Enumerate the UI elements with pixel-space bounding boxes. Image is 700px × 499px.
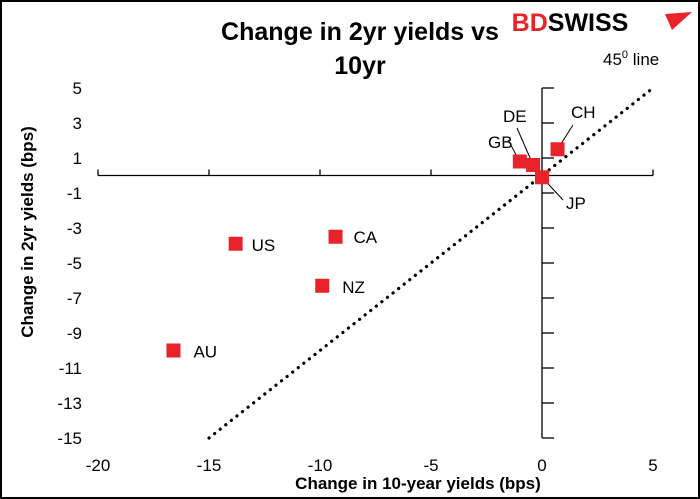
logo-swiss: SWISS — [548, 9, 629, 37]
data-label-gb: GB — [488, 133, 513, 152]
x-axis-label: Change in 10-year yields (bps) — [295, 474, 541, 493]
data-point-ch — [550, 142, 565, 157]
svg-text:BDSWISS: BDSWISS — [512, 9, 629, 37]
chart-title-line1: Change in 2yr yields vs — [221, 18, 499, 46]
data-label-us: US — [252, 236, 276, 255]
y-tick-label: -11 — [59, 359, 82, 378]
data-label-de: DE — [503, 107, 527, 126]
data-label-jp: JP — [566, 194, 586, 213]
data-point-gb — [512, 154, 527, 169]
data-point-de — [526, 158, 541, 172]
data-label-ch: CH — [571, 103, 596, 122]
y-tick-label: -9 — [67, 324, 82, 343]
y-tick-label: -5 — [67, 254, 82, 273]
y-axis-label: Change in 2yr yields (bps) — [18, 126, 37, 338]
x-tick-label: 5 — [648, 456, 657, 475]
logo-flag-icon — [665, 12, 692, 30]
y-tick-label: -1 — [67, 184, 82, 203]
data-point-us — [228, 236, 243, 251]
x-tick-label: 0 — [537, 456, 546, 475]
y-tick-label: -3 — [67, 219, 82, 238]
reference-line-45deg — [207, 86, 655, 440]
data-point-au — [166, 343, 181, 358]
y-tick-label: 3 — [73, 114, 82, 133]
x-tick-label: -10 — [308, 456, 333, 475]
x-tick-label: -20 — [86, 456, 111, 475]
y-tick-label: 5 — [73, 79, 82, 98]
y-tick-label: -13 — [57, 394, 82, 413]
data-point-nz — [315, 278, 330, 293]
x-tick-label: -5 — [423, 456, 438, 475]
data-label-au: AU — [193, 343, 217, 362]
data-label-nz: NZ — [342, 278, 365, 297]
y-tick-label: 1 — [73, 149, 82, 168]
x-tick-label: -15 — [197, 456, 222, 475]
data-point-jp — [535, 170, 549, 185]
y-tick-label: -7 — [67, 289, 82, 308]
logo-bd: BD — [512, 9, 548, 37]
data-label-ca: CA — [354, 228, 378, 247]
bdswiss-logo: BDSWISS — [512, 9, 692, 37]
data-point-ca — [328, 229, 343, 244]
y-tick-label: -15 — [57, 429, 82, 448]
chart-title-line2: 10yr — [334, 52, 386, 80]
reference-line-label: 450 line — [603, 49, 659, 69]
